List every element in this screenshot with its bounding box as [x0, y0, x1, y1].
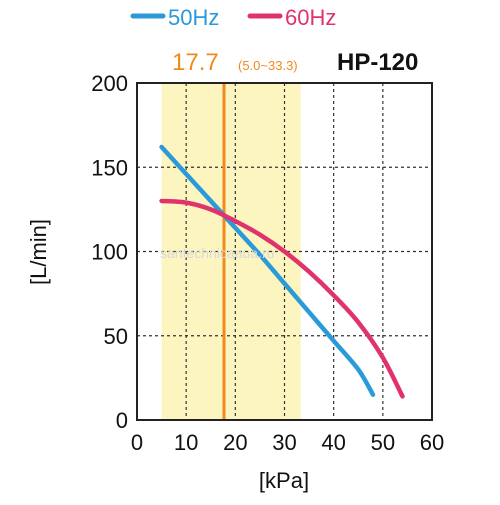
operating-point-value: 17.7 — [172, 49, 219, 76]
watermark-text: santechnicaaua.ru — [160, 245, 274, 261]
x-tick-label: 60 — [420, 430, 444, 455]
x-tick-label: 10 — [174, 430, 198, 455]
y-tick-label: 0 — [116, 408, 128, 433]
plot-area: santechnicaaua.ru — [136, 82, 433, 421]
y-axis-label: [L/min] — [26, 219, 51, 285]
operating-range-text: (5.0~33.3) — [238, 58, 298, 73]
model-title: HP-120 — [337, 49, 418, 76]
x-tick-label: 40 — [321, 430, 345, 455]
x-tick-labels: 0 10 20 30 40 50 60 — [131, 430, 444, 455]
series-lines — [159, 144, 405, 399]
x-axis-label: [kPa] — [259, 468, 309, 493]
y-tick-label: 200 — [91, 71, 128, 96]
y-tick-label: 150 — [91, 155, 128, 180]
y-tick-label: 50 — [104, 324, 128, 349]
x-tick-label: 20 — [223, 430, 247, 455]
y-tick-label: 100 — [91, 240, 128, 265]
x-tick-label: 50 — [371, 430, 395, 455]
legend-label-50hz: 50Hz — [168, 5, 219, 30]
y-tick-labels: 0 50 100 150 200 — [91, 71, 128, 433]
grid — [137, 83, 432, 420]
x-tick-label: 0 — [131, 430, 143, 455]
legend: 50Hz 60Hz — [130, 5, 336, 30]
plot-frame — [136, 82, 433, 421]
x-tick-label: 30 — [272, 430, 296, 455]
series-line-60hz — [159, 198, 405, 399]
legend-label-60hz: 60Hz — [285, 5, 336, 30]
series-line-50hz — [159, 144, 376, 397]
